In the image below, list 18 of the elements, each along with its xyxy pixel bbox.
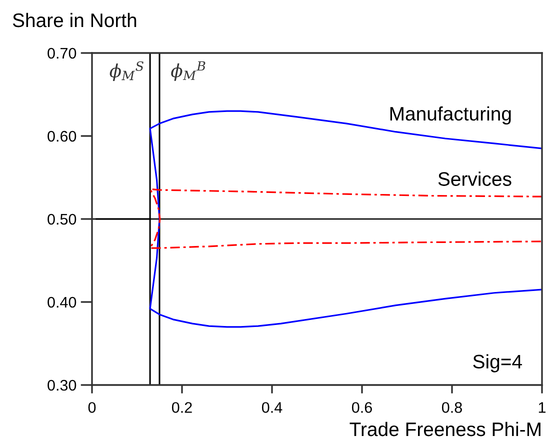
series-label: Manufacturing — [390, 106, 511, 124]
y-axis-title: Share in North — [12, 12, 136, 28]
x-tick-label: 0.8 — [442, 402, 462, 413]
series-label: Services — [438, 172, 512, 186]
x-tick-label: 0 — [88, 402, 96, 413]
y-tick-label: 0.30 — [48, 380, 76, 391]
x-tick-label: 0.2 — [172, 402, 192, 413]
x-axis-title: Trade Freeness Phi-M — [350, 422, 540, 436]
y-tick-label: 0.40 — [48, 296, 76, 308]
ref-line-label: ϕ$_{M}$$^{S}$ — [110, 61, 144, 82]
ref-line-label: ϕ$_{M}$$^{B}$ — [171, 61, 206, 81]
y-tick-label: 0.70 — [48, 48, 76, 59]
y-tick-label: 0.50 — [48, 214, 76, 225]
x-tick-label: 0.6 — [352, 402, 372, 413]
y-tick-label: 0.60 — [48, 130, 76, 142]
x-tick-label: 1 — [538, 402, 546, 413]
x-tick-label: 0.4 — [262, 402, 282, 413]
annotation: Sig=4 — [473, 354, 522, 372]
